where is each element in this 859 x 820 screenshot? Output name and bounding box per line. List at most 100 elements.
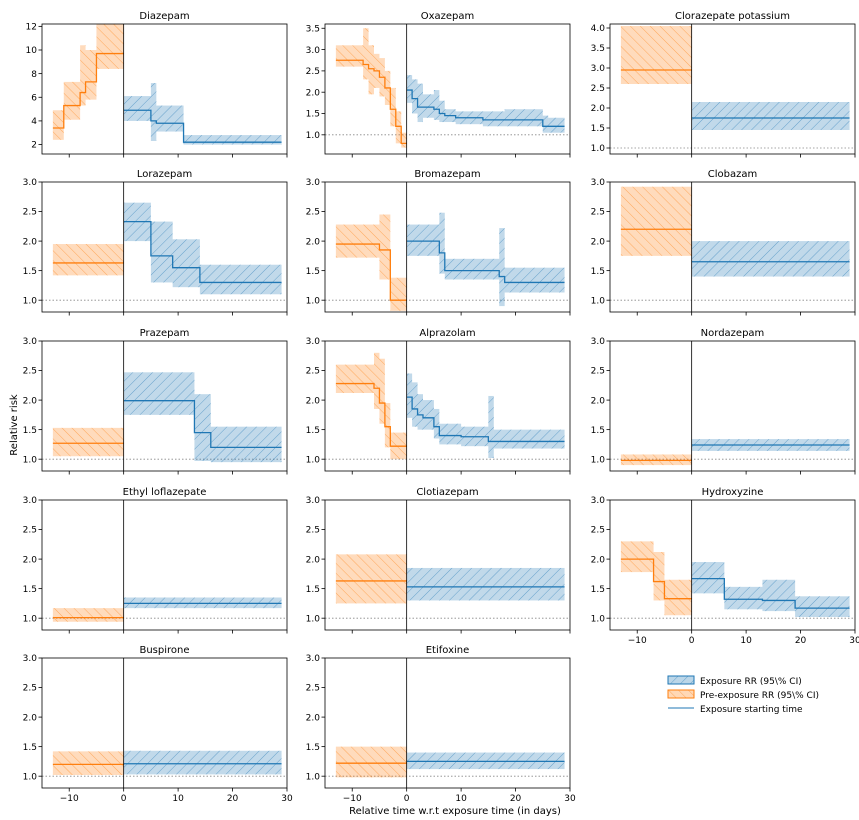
y-tick-label: 3.0 — [306, 654, 321, 664]
exposure-ci-hatch — [123, 372, 195, 415]
exposure-ci-hatch — [199, 264, 282, 295]
figure-xlabel: Relative time w.r.t exposure time (in da… — [349, 806, 561, 817]
exposure-ci-hatch — [762, 579, 796, 612]
y-tick-label: 2.5 — [23, 684, 37, 694]
exposure-ci-hatch — [691, 241, 850, 277]
y-tick-label: 2.5 — [591, 208, 605, 218]
exposure-ci-hatch — [183, 135, 282, 145]
exposure-ci-hatch — [156, 105, 184, 132]
y-tick-label: 1.5 — [306, 426, 320, 436]
panel-title: Clorazepate potassium — [675, 11, 790, 22]
exposure-ci-hatch — [150, 221, 173, 283]
panel-title: Buspirone — [139, 645, 189, 656]
exposure-ci-hatch — [417, 83, 423, 123]
pre-exposure-rr-line — [335, 382, 407, 447]
y-tick-label: 1.0 — [306, 131, 321, 141]
y-tick-label: 4.0 — [591, 24, 606, 34]
y-tick-label: 2.0 — [591, 237, 606, 247]
exposure-rr-line — [406, 89, 565, 127]
y-tick-label: 2.5 — [591, 84, 605, 94]
axes-frame — [609, 499, 856, 631]
exposure-ci-hatch — [150, 83, 157, 141]
chart-panel: 1.0 1.5 2.0 2.5 3.0 Clotiazepam — [306, 487, 571, 634]
exposure-rr-line — [406, 240, 565, 284]
exposure-ci-hatch — [406, 224, 440, 256]
exposure-rr-line — [406, 396, 565, 443]
chart-panel: 1.0 1.5 2.0 2.5 3.0 Nordazepam — [591, 328, 856, 475]
axes-frame — [324, 181, 571, 313]
axes-frame — [324, 499, 571, 631]
y-tick-label: 2.5 — [306, 367, 320, 377]
chart-panel: 1.0 1.5 2.0 2.5 3.0 −10 0 10 20 30 Buspirone — [23, 645, 293, 804]
pre-exposure-ci-hatch — [384, 403, 391, 448]
x-tick-label: 0 — [121, 794, 127, 804]
pre-exposure-ci-hatch — [653, 552, 665, 601]
y-tick-label: 12 — [26, 23, 37, 33]
exposure-ci-hatch — [433, 90, 440, 120]
y-tick-label: 3.0 — [306, 337, 321, 347]
pre-exposure-ci-hatch — [52, 751, 124, 775]
pre-exposure-ci-hatch — [390, 87, 396, 127]
exposure-ci-hatch — [499, 228, 505, 307]
panel-title: Alprazolam — [419, 328, 475, 339]
y-tick-label: 1.5 — [23, 267, 37, 277]
pre-exposure-ci-hatch — [335, 554, 407, 604]
plot-area — [610, 541, 855, 619]
y-tick-label: 1.0 — [23, 772, 38, 782]
y-tick-label: 1.5 — [591, 267, 605, 277]
panel-title: Hydroxyzine — [702, 487, 764, 498]
x-tick-label: 0 — [689, 636, 695, 646]
y-tick-label: 6 — [31, 93, 37, 103]
y-tick-label: 1.5 — [306, 743, 320, 753]
exposure-ci-hatch — [691, 102, 850, 130]
y-tick-label: 2 — [31, 141, 37, 151]
panel-title: Clotiazepam — [416, 487, 478, 498]
exposure-ci-hatch — [123, 750, 282, 775]
pre-exposure-ci-hatch — [80, 45, 86, 106]
y-tick-label: 3.5 — [306, 24, 320, 34]
axes-frame — [609, 181, 856, 313]
x-tick-label: 10 — [740, 636, 752, 646]
plot-area — [325, 554, 570, 619]
x-tick-label: 0 — [404, 794, 410, 804]
y-tick-label: 3.0 — [591, 496, 606, 506]
exposure-ci-hatch — [417, 394, 423, 430]
axes-frame — [41, 181, 288, 313]
pre-exposure-ci-hatch — [379, 358, 385, 424]
plot-area — [610, 26, 855, 149]
legend: Exposure RR (95\% CI) Pre-exposure RR (9… — [667, 675, 819, 715]
x-tick-label: 30 — [281, 794, 293, 804]
exposure-rr-line — [123, 400, 282, 449]
exposure-ci-hatch — [548, 117, 565, 133]
y-tick-label: 3.0 — [23, 654, 38, 664]
y-tick-label: 1.5 — [23, 585, 37, 595]
y-tick-label: 1.5 — [306, 585, 320, 595]
exposure-ci-hatch — [444, 258, 500, 280]
exposure-ci-hatch — [691, 562, 725, 594]
pre-exposure-ci-hatch — [664, 579, 692, 616]
x-tick-label: 20 — [227, 794, 239, 804]
y-tick-label: 1.0 — [591, 614, 606, 624]
plot-area — [52, 24, 282, 145]
x-tick-label: 10 — [172, 794, 184, 804]
pre-exposure-ci-hatch — [52, 244, 124, 276]
exposure-ci-hatch — [504, 109, 543, 127]
exposure-ci-hatch — [423, 400, 434, 430]
y-tick-label: 3.0 — [306, 46, 321, 56]
exposure-ci-hatch — [542, 115, 549, 133]
y-tick-label: 2.0 — [306, 713, 321, 723]
y-tick-label: 2.0 — [306, 396, 321, 406]
x-tick-label: −10 — [343, 794, 362, 804]
x-tick-label: 20 — [795, 636, 807, 646]
chart-panel: 1.0 1.5 2.0 2.5 3.0 3.5 Oxazepam — [306, 11, 571, 158]
x-tick-label: 30 — [564, 794, 576, 804]
y-tick-label: 1.5 — [591, 585, 605, 595]
panel-title: Diazepam — [139, 11, 189, 22]
pre-exposure-ci-hatch — [401, 132, 407, 148]
exposure-ci-hatch — [194, 394, 211, 461]
chart-panel: 1.0 1.5 2.0 2.5 3.0 3.5 4.0 Clorazepate potassi… — [591, 11, 856, 158]
pre-exposure-rr-line — [52, 52, 124, 129]
pre-exposure-ci-hatch — [335, 364, 374, 393]
plot-area — [42, 597, 287, 622]
exposure-ci-hatch — [406, 373, 413, 418]
